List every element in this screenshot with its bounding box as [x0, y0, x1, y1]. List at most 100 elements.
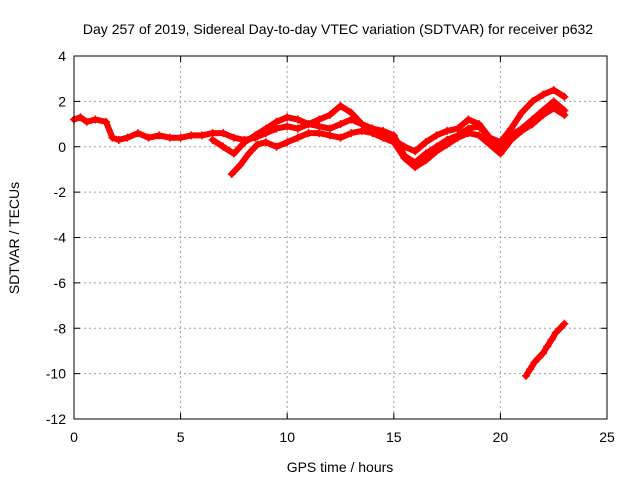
data-point — [485, 133, 494, 142]
data-point — [421, 149, 430, 158]
data-point — [108, 133, 117, 142]
y-axis-label: SDTVAR / TECUs — [6, 182, 22, 294]
y-tick-label: -4 — [54, 230, 67, 246]
data-point — [219, 129, 228, 138]
data-point — [304, 129, 313, 138]
data-point — [253, 140, 262, 149]
data-point — [549, 104, 558, 113]
data-point — [549, 97, 558, 106]
x-tick-label: 10 — [279, 429, 295, 445]
data-point — [526, 365, 535, 374]
data-point — [155, 131, 164, 140]
y-tick-label: 2 — [58, 93, 66, 109]
data-point — [547, 335, 556, 344]
x-tick-label: 5 — [177, 429, 185, 445]
y-tick-label: -8 — [54, 320, 67, 336]
data-point — [530, 358, 539, 367]
y-tick-label: -6 — [54, 275, 67, 291]
data-point — [76, 113, 85, 122]
data-point — [293, 133, 302, 142]
data-point — [261, 138, 270, 147]
x-tick-label: 15 — [386, 429, 402, 445]
x-tick-label: 20 — [493, 429, 509, 445]
data-point — [123, 133, 132, 142]
data-point — [293, 115, 302, 124]
data-point — [357, 120, 366, 129]
data-point — [315, 129, 324, 138]
data-point — [496, 149, 505, 158]
data-point — [485, 140, 494, 149]
data-point — [208, 129, 217, 138]
chart-title: Day 257 of 2019, Sidereal Day-to-day VTE… — [83, 21, 593, 37]
y-tick-label: -12 — [46, 411, 66, 427]
x-tick-label: 25 — [599, 429, 615, 445]
data-point — [272, 142, 281, 151]
data-point — [539, 90, 548, 99]
y-tick-label: -10 — [46, 366, 66, 382]
data-point — [325, 131, 334, 140]
data-points — [70, 86, 569, 380]
data-point — [133, 129, 142, 138]
data-point — [336, 101, 345, 110]
data-point — [165, 133, 174, 142]
data-point — [347, 108, 356, 117]
data-point — [453, 124, 462, 133]
data-point — [229, 149, 238, 158]
series-track-C — [227, 104, 569, 178]
y-tick-label: 0 — [58, 139, 66, 155]
data-point — [556, 324, 565, 333]
data-point — [421, 156, 430, 165]
data-point — [347, 115, 356, 124]
data-point — [283, 138, 292, 147]
data-point — [517, 126, 526, 135]
data-point — [272, 117, 281, 126]
data-point — [560, 110, 569, 119]
data-point — [229, 133, 238, 142]
data-point — [336, 120, 345, 129]
data-point — [453, 133, 462, 142]
data-point — [517, 108, 526, 117]
data-point — [421, 138, 430, 147]
series-track-D — [521, 319, 569, 380]
data-point — [549, 86, 558, 95]
data-point — [236, 160, 245, 169]
data-point — [400, 154, 409, 163]
data-point — [475, 122, 484, 131]
data-point — [528, 97, 537, 106]
data-point — [176, 133, 185, 142]
data-point — [507, 135, 516, 144]
data-point — [551, 328, 560, 337]
y-tick-label: 4 — [58, 48, 66, 64]
data-point — [208, 135, 217, 144]
data-point — [82, 117, 91, 126]
data-point — [283, 122, 292, 131]
data-point — [219, 142, 228, 151]
data-point — [539, 349, 548, 358]
series-trace — [523, 320, 568, 379]
data-point — [443, 140, 452, 149]
data-point — [539, 110, 548, 119]
data-point — [283, 113, 292, 122]
data-point — [315, 115, 324, 124]
data-point — [114, 135, 123, 144]
data-point — [368, 129, 377, 138]
data-point — [389, 138, 398, 147]
data-point — [272, 124, 281, 133]
data-point — [240, 138, 249, 147]
data-point — [379, 133, 388, 142]
data-point — [543, 342, 552, 351]
data-point — [521, 371, 530, 380]
data-point — [304, 120, 313, 129]
data-point — [261, 124, 270, 133]
data-point — [91, 115, 100, 124]
data-point — [475, 131, 484, 140]
data-point — [144, 133, 153, 142]
x-axis-label: GPS time / hours — [287, 459, 394, 475]
data-point — [227, 169, 236, 178]
data-point — [389, 131, 398, 140]
data-point — [528, 120, 537, 129]
data-point — [244, 149, 253, 158]
data-point — [315, 122, 324, 131]
data-point — [325, 124, 334, 133]
data-point — [507, 124, 516, 133]
